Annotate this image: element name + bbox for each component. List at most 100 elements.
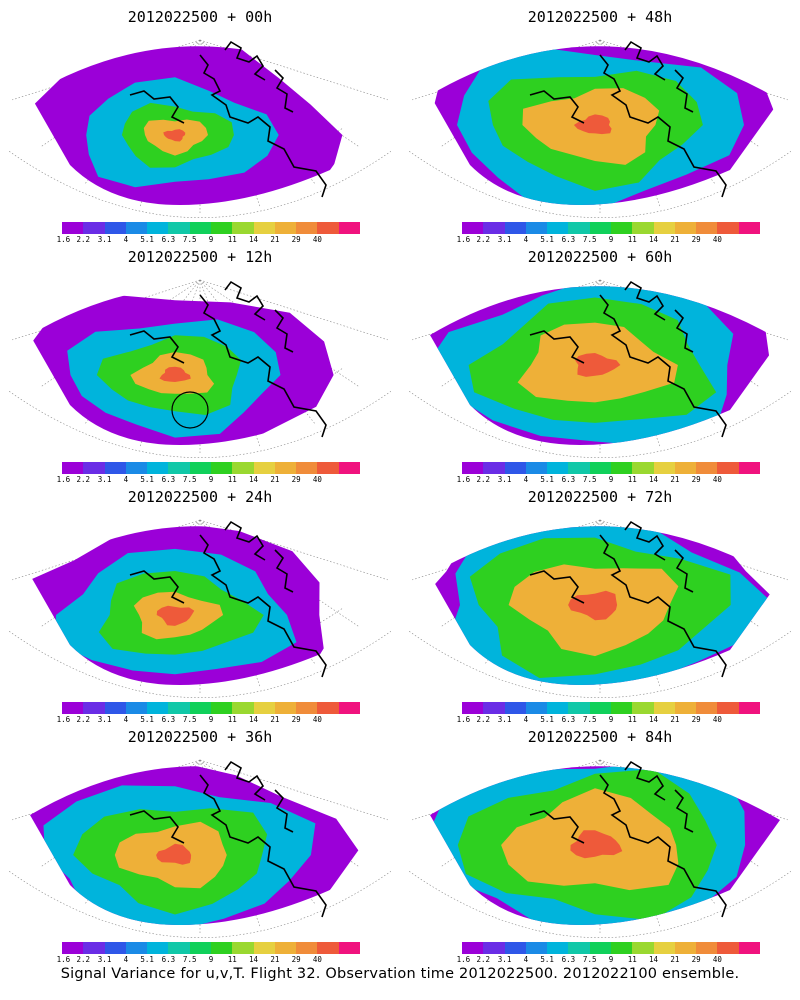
colorbar-tick-label: 9 [608,715,614,724]
colorbar-swatch [83,462,105,474]
colorbar-swatch [232,462,254,474]
colorbar-swatch [483,942,505,954]
variance-map [408,279,792,458]
colorbar-swatch [462,462,484,474]
colorbar-ticks: 1.6 2.2 3.1 4 5.1 6.3 7.5 9 11 14 21 29 40 [457,475,760,485]
colorbar-swatch [568,942,590,954]
colorbar-tick-label: 2.2 [76,235,91,244]
colorbar-swatch [125,702,148,714]
colorbar-tick-label: 3.1 [97,475,112,484]
colorbar-swatch [589,222,611,234]
colorbar-swatch [147,222,169,234]
colorbar-swatch [62,222,84,234]
colorbar-tick-label: 1.6 [456,955,471,964]
colorbar-tick-label: 29 [291,715,301,724]
contour-band [163,129,186,142]
colorbar-tick-label: 2.2 [476,475,491,484]
colorbar-swatch [610,462,633,474]
colorbar-swatch [738,222,760,234]
colorbar-tick-label: 40 [312,235,322,244]
colorbar-tick-label: 6.3 [161,475,176,484]
colorbar-tick-label: 4 [123,955,129,964]
colorbar-swatch [568,702,590,714]
colorbar-tick-label: 5.1 [140,475,154,484]
variance-map [408,519,792,698]
colorbar-swatch [296,462,318,474]
colorbar-tick-label: 9 [608,475,614,484]
contour-band [573,114,612,135]
colorbar-swatch [104,702,126,714]
colorbar-swatch [632,942,654,954]
colorbar-swatch [462,222,484,234]
variance-field [430,526,780,685]
colorbar-tick-label: 21 [270,715,280,724]
colorbar-tick-label: 3.1 [497,955,512,964]
colorbar-swatch [125,222,148,234]
colorbar-swatch [610,222,633,234]
forecast-panel: 2012022500 + 12h 1.6 2.2 3.1 4 5.1 6.3 7.5 9 11 14… [0,240,400,485]
colorbar-tick-label: 5.1 [540,955,554,964]
colorbar-tick-label: 4 [523,475,529,484]
colorbar-tick-label: 9 [208,955,214,964]
colorbar-tick-label: 5.1 [540,475,554,484]
coastline [529,520,727,678]
colorbar-tick-label: 14 [249,715,259,724]
variance-map [8,39,392,218]
variance-field [30,294,334,445]
colorbar-swatch [338,702,360,714]
colorbar-swatch [274,222,297,234]
colorbar-tick-label: 21 [670,955,680,964]
colorbar-swatch [525,702,548,714]
colorbar-swatch [504,222,526,234]
panel-title: 2012022500 + 24h [127,488,273,506]
colorbar-ticks: 1.6 2.2 3.1 4 5.1 6.3 7.5 9 11 14 21 29 40 [457,955,760,965]
coastline [529,760,727,918]
colorbar-tick-label: 40 [312,955,322,964]
colorbar-swatch [653,462,675,474]
panel-title: 2012022500 + 84h [527,728,673,746]
colorbar-swatch [338,222,360,234]
colorbar-tick-label: 21 [670,715,680,724]
coastline [529,280,727,438]
colorbar-tick-label: 29 [291,475,301,484]
colorbar-tick-label: 9 [608,955,614,964]
colorbar-swatch [589,462,611,474]
colorbar-swatch [296,702,318,714]
colorbar-swatch [189,942,211,954]
colorbar-tick-label: 3.1 [97,955,112,964]
forecast-panel: 2012022500 + 36h 1.6 2.2 3.1 4 5.1 6.3 7.5 9 11 14… [0,720,400,965]
colorbar-tick-label: 6.3 [561,235,576,244]
colorbar-tick-label: 5.1 [540,235,554,244]
colorbar-swatch [232,222,254,234]
colorbar-swatch [653,222,675,234]
colorbar-tick-label: 29 [691,715,701,724]
colorbar-swatch [610,702,633,714]
forecast-panel: 2012022500 + 72h 1.6 2.2 3.1 4 5.1 6.3 7.5 9 11 14… [400,480,800,725]
colorbar-swatch [589,702,611,714]
colorbar-tick-label: 1.6 [56,475,71,484]
forecast-panel: 2012022500 + 84h 1.6 2.2 3.1 4 5.1 6.3 7.5 9 11 14… [400,720,800,965]
colorbar-tick-label: 5.1 [540,715,554,724]
colorbar-swatch [83,702,105,714]
coastline [129,40,327,198]
colorbar-swatch [62,942,84,954]
colorbar-tick-label: 5.1 [140,235,154,244]
colorbar-tick-label: 21 [670,235,680,244]
colorbar-swatch [168,462,190,474]
colorbar-tick-label: 11 [627,715,637,724]
colorbar-swatch [232,702,254,714]
colorbar-tick-label: 7.5 [182,955,197,964]
colorbar-swatch [525,942,548,954]
colorbar-swatch [147,702,169,714]
colorbar-tick-label: 2.2 [476,715,491,724]
colorbar-tick-label: 9 [208,715,214,724]
colorbar-tick-label: 21 [270,475,280,484]
colorbar-swatch [104,222,126,234]
variance-map [8,519,392,698]
colorbar-tick-label: 2.2 [76,715,91,724]
colorbar-swatch [568,462,590,474]
colorbar-tick-label: 6.3 [561,715,576,724]
colorbar-tick-label: 11 [627,475,637,484]
colorbar-swatch [547,702,569,714]
colorbar-tick-label: 21 [670,475,680,484]
